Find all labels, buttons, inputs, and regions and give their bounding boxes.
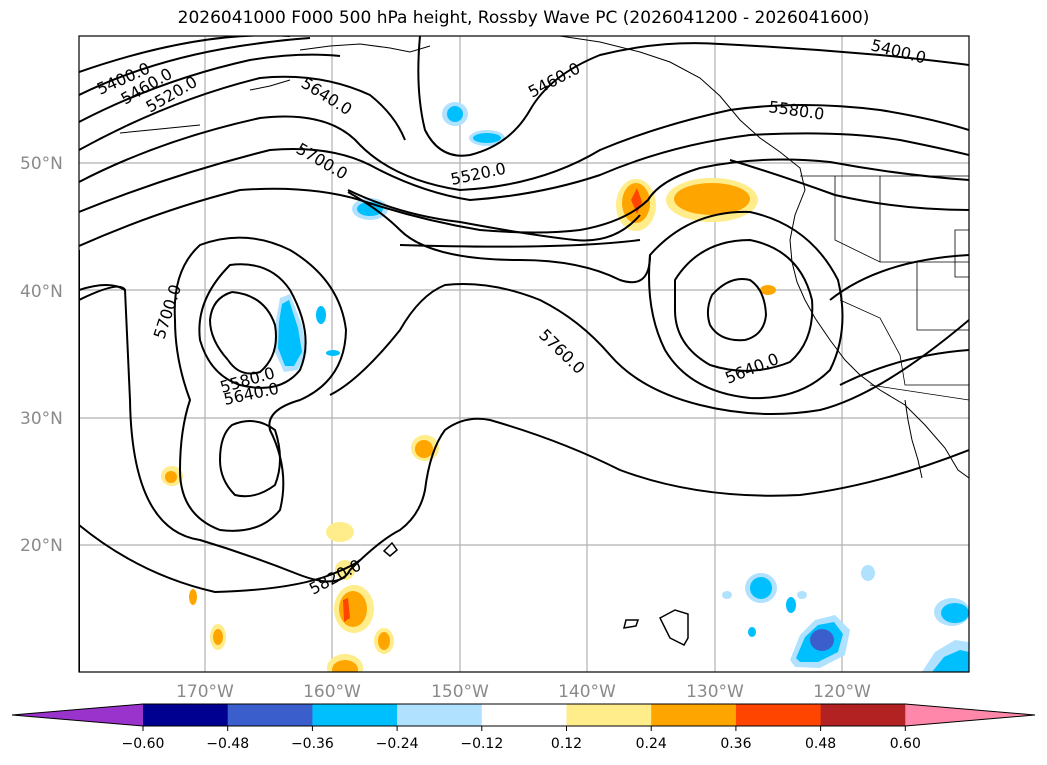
colorbar-swatch — [397, 704, 483, 726]
map-title: 2026041000 F000 500 hPa height, Rossby W… — [177, 8, 870, 28]
colorbar-tick-label: −0.36 — [291, 736, 334, 752]
negative-anomaly — [861, 565, 875, 581]
negative-anomaly-peak — [810, 629, 834, 651]
colorbar-swatch — [143, 704, 229, 726]
lon-label-130w: 130°W — [686, 682, 744, 702]
positive-anomaly-peak — [343, 598, 350, 622]
colorbar-tick-label: 0.48 — [805, 736, 836, 752]
positive-anomaly-core — [165, 471, 177, 483]
negative-anomaly-core — [932, 650, 969, 672]
positive-anomaly-core — [674, 183, 750, 215]
lat-label-40n: 40°N — [20, 282, 63, 302]
negative-anomaly-core — [473, 133, 501, 143]
positive-anomaly-core — [339, 591, 367, 627]
negative-anomaly — [786, 597, 796, 613]
map-frame — [78, 35, 970, 673]
colorbar-tick-label: −0.12 — [460, 736, 503, 752]
negative-anomaly — [722, 591, 732, 599]
colorbar-swatch — [735, 704, 822, 726]
map-background — [79, 36, 969, 672]
positive-anomaly-core — [213, 629, 223, 645]
colorbar-tick-label: 0.12 — [551, 736, 582, 752]
colorbar-tick-label: −0.60 — [122, 736, 165, 752]
borders — [800, 175, 969, 401]
height-contours — [79, 36, 969, 672]
colorbar-tick-label: 0.60 — [890, 736, 921, 752]
coastline — [119, 36, 969, 479]
lon-label-120w: 120°W — [813, 682, 871, 702]
positive-anomaly-core — [332, 660, 358, 672]
lat-label-50n: 50°N — [20, 154, 63, 174]
colorbar-swatch — [651, 704, 737, 726]
negative-anomaly — [797, 591, 807, 599]
colorbar-extend-min — [12, 704, 143, 726]
lon-label-140w: 140°W — [558, 682, 616, 702]
colorbar-extend-max — [905, 704, 1035, 726]
negative-anomaly — [748, 627, 756, 637]
lat-label-30n: 30°N — [20, 409, 63, 429]
positive-anomaly-core — [378, 632, 390, 650]
lon-label-170w: 170°W — [176, 682, 234, 702]
colorbar-tick-label: 0.24 — [636, 736, 667, 752]
negative-anomaly-core — [941, 603, 969, 623]
negative-anomaly — [326, 350, 340, 356]
longitude-labels: 170°W 160°W 150°W 140°W 130°W 120°W — [176, 682, 871, 702]
colorbar-swatch — [227, 704, 313, 726]
lon-label-150w: 150°W — [431, 682, 489, 702]
lat-label-20n: 20°N — [20, 536, 63, 556]
colorbar: −0.60 −0.48 −0.36 −0.24 −0.12 0.12 0.24 0.36 0.4… — [11, 703, 1036, 752]
colorbar-swatch — [481, 704, 567, 726]
negative-anomaly-core — [447, 106, 463, 122]
lon-label-160w: 160°W — [303, 682, 361, 702]
map-panel: 5400.0 5460.0 5520.0 5640.0 5700.0 5460.… — [78, 35, 970, 673]
colorbar-swatch — [566, 704, 652, 726]
colorbar-tick-label: 0.36 — [720, 736, 751, 752]
positive-anomaly-core — [415, 440, 433, 458]
positive-anomaly — [335, 560, 355, 580]
positive-anomaly — [189, 589, 197, 605]
positive-anomaly — [760, 285, 776, 295]
islands — [382, 541, 689, 646]
colorbar-swatch — [820, 704, 906, 726]
colorbar-tick-label: −0.48 — [206, 736, 249, 752]
negative-anomaly-core — [278, 300, 302, 366]
positive-anomaly — [326, 522, 354, 542]
latitude-labels: 50°N 40°N 30°N 20°N — [20, 154, 63, 556]
negative-anomaly-core — [750, 577, 772, 599]
negative-anomaly — [316, 306, 326, 324]
colorbar-tick-label: −0.24 — [376, 736, 419, 752]
colorbar-swatch — [312, 704, 398, 726]
